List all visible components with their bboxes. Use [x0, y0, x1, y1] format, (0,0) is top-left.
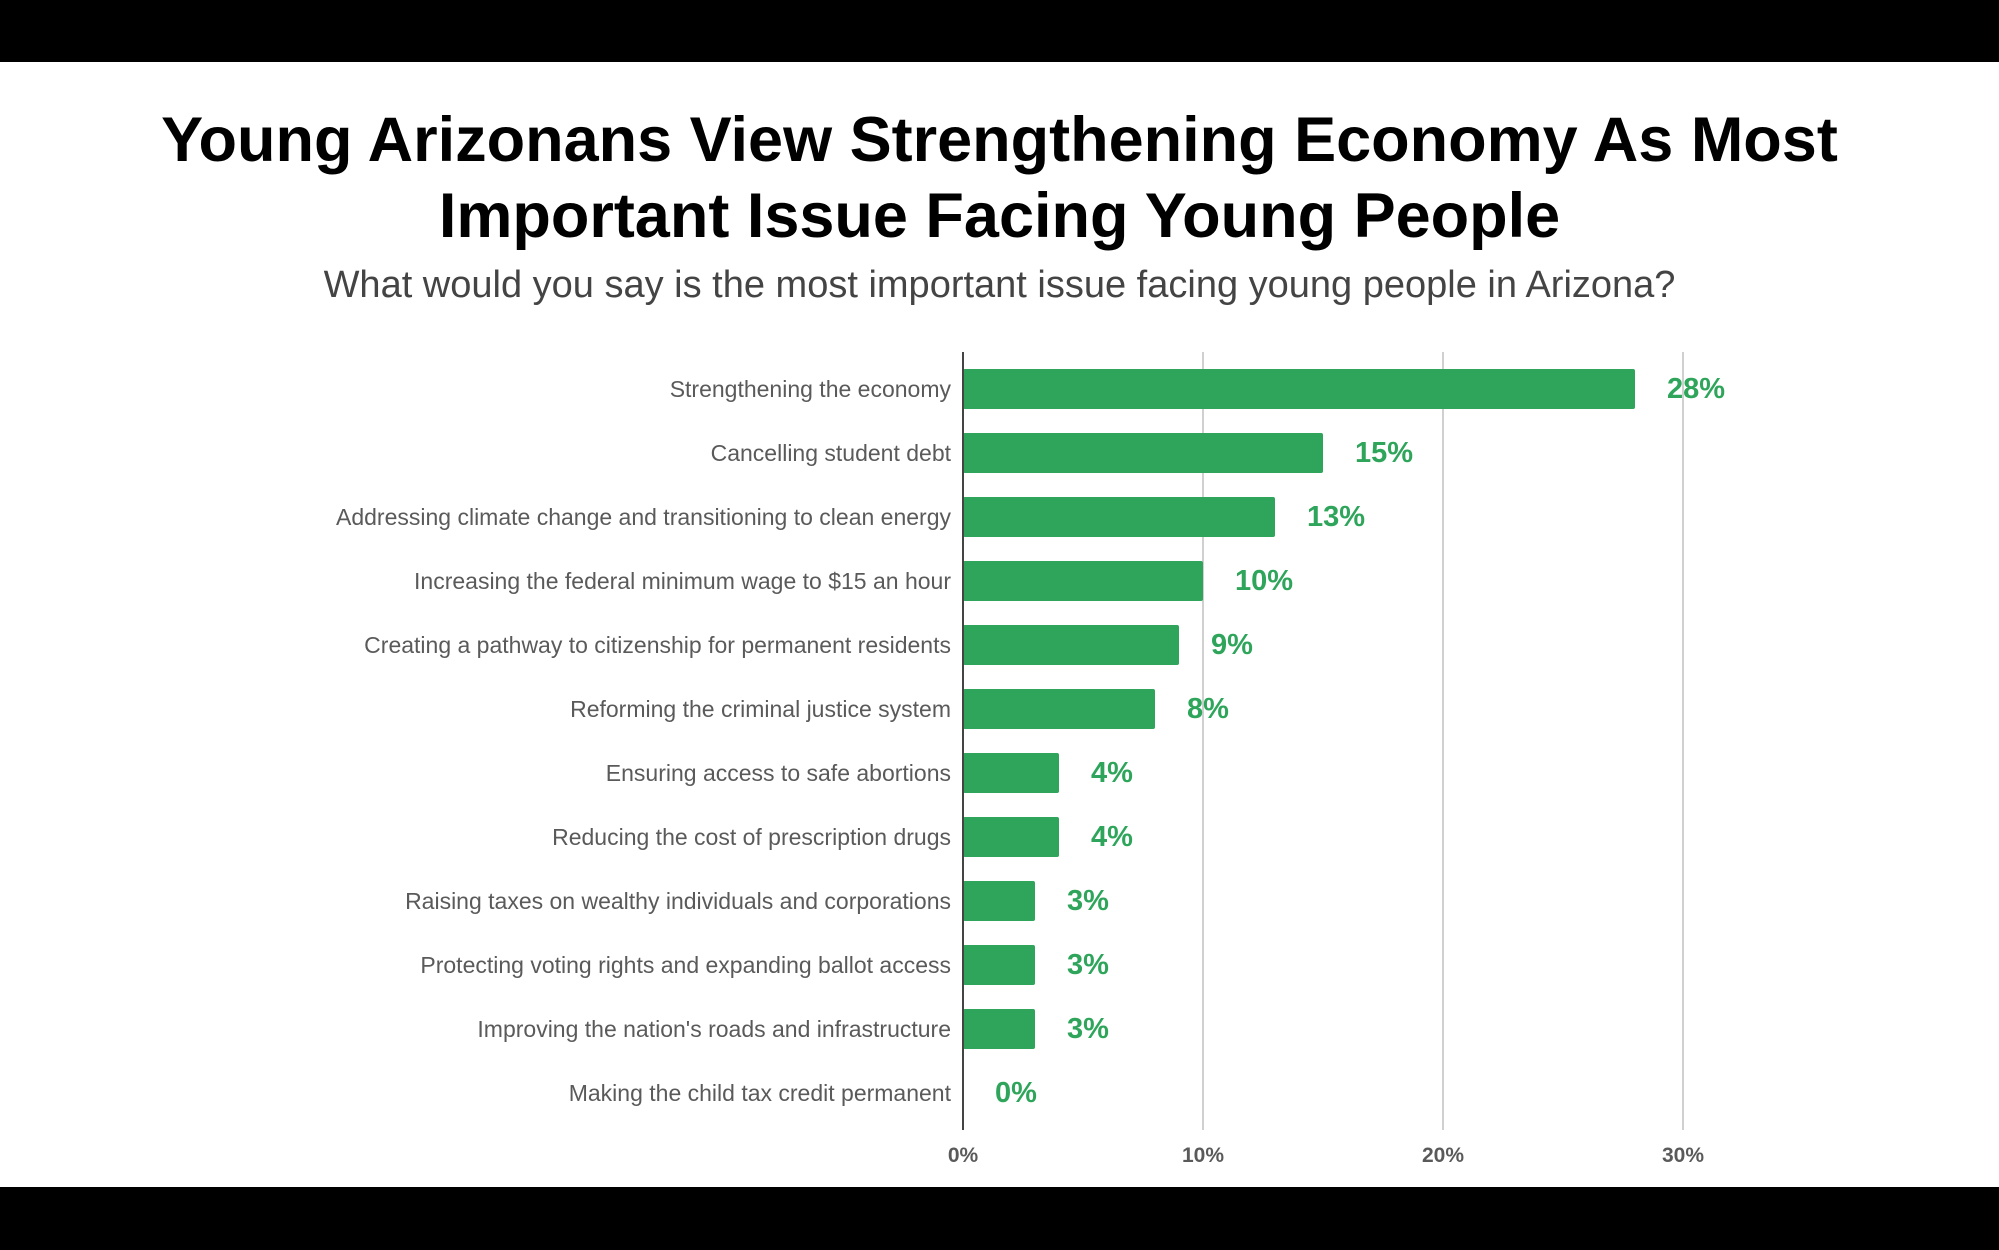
x-tick-label-1: 10%	[1182, 1144, 1224, 1167]
category-label-8: Raising taxes on wealthy individuals and…	[405, 888, 951, 914]
value-label-0: 28%	[1667, 373, 1725, 405]
bar-7	[963, 817, 1059, 857]
bar-6	[963, 753, 1059, 793]
value-label-11: 0%	[995, 1077, 1037, 1109]
value-label-4: 9%	[1211, 629, 1253, 661]
chart-subtitle: What would you say is the most important…	[323, 264, 1676, 306]
bar-10	[963, 1009, 1035, 1049]
bar-chart: Strengthening the economy 28% Cancelling s…	[336, 352, 1725, 1167]
category-label-7: Reducing the cost of prescription drugs	[552, 824, 951, 850]
value-label-1: 15%	[1355, 437, 1413, 469]
value-label-2: 13%	[1307, 501, 1365, 533]
category-label-2: Addressing climate change and transition…	[336, 504, 951, 530]
category-label-3: Increasing the federal minimum wage to $…	[414, 568, 951, 594]
chart-title-line-2: Important Issue Facing Young People	[438, 181, 1561, 251]
value-label-8: 3%	[1067, 885, 1109, 917]
category-label-5: Reforming the criminal justice system	[570, 696, 951, 722]
category-label-0: Strengthening the economy	[670, 376, 952, 402]
bar-1	[963, 433, 1323, 473]
value-label-7: 4%	[1091, 821, 1133, 853]
bar-3	[963, 561, 1203, 601]
value-label-6: 4%	[1091, 757, 1133, 789]
category-label-4: Creating a pathway to citizenship for pe…	[364, 632, 951, 658]
bar-2	[963, 497, 1275, 537]
x-tick-label-2: 20%	[1422, 1144, 1464, 1167]
bar-8	[963, 881, 1035, 921]
category-label-9: Protecting voting rights and expanding b…	[420, 952, 951, 978]
x-tick-label-0: 0%	[948, 1144, 979, 1167]
bar-4	[963, 625, 1179, 665]
value-label-5: 8%	[1187, 693, 1229, 725]
value-label-10: 3%	[1067, 1013, 1109, 1045]
category-label-6: Ensuring access to safe abortions	[606, 760, 951, 786]
bar-0	[963, 369, 1635, 409]
slide-frame: Young Arizonans View Strengthening Econo…	[0, 62, 1999, 1187]
category-label-11: Making the child tax credit permanent	[569, 1080, 952, 1106]
category-label-1: Cancelling student debt	[711, 440, 952, 466]
bar-9	[963, 945, 1035, 985]
bar-5	[963, 689, 1155, 729]
value-label-9: 3%	[1067, 949, 1109, 981]
value-label-3: 10%	[1235, 565, 1293, 597]
chart-title: Young Arizonans View Strengthening Econo…	[0, 102, 1999, 254]
chart-title-line-1: Young Arizonans View Strengthening Econo…	[161, 105, 1838, 175]
category-label-10: Improving the nation's roads and infrast…	[477, 1016, 951, 1042]
x-tick-label-3: 30%	[1662, 1144, 1704, 1167]
